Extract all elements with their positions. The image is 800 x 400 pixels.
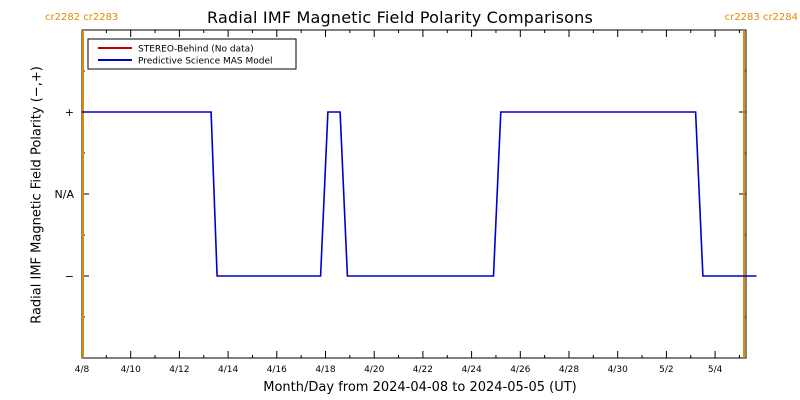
x-tick-label: 4/16 [267,365,287,375]
plot-frame [81,29,747,359]
x-tick-label: 4/14 [218,365,238,375]
x-tick-label: 5/2 [659,365,673,375]
series-line-mas-model [82,111,757,277]
carrington-rotation-label-left: cr2282 cr2283 [45,12,119,23]
x-tick-label: 4/30 [608,365,628,375]
axis-ticks: 4/8 4/10 4/12 4/14 4/16 4/18 4/20 4/22 4/24 4/26 4… [55,30,746,375]
carrington-rotation-label-right: cr2283 cr2284 [724,12,798,23]
x-tick-label: 4/24 [461,365,481,375]
x-tick-label: 4/12 [169,365,189,375]
legend: STEREO-Behind (No data) Predictive Scienc… [87,38,297,70]
series-layer [82,111,757,277]
x-tick-label: 4/22 [413,365,433,375]
x-axis-label: Month/Day from 2024-04-08 to 2024-05-05 … [263,380,577,395]
y-tick-label: − [65,270,74,283]
chart-title: Radial IMF Magnetic Field Polarity Compa… [207,8,593,27]
x-tick-label: 5/4 [708,365,723,375]
x-tick-label: 4/18 [315,365,335,375]
x-tick-label: 4/28 [559,365,579,375]
legend-box [87,38,297,70]
y-tick-label: N/A [55,188,75,201]
legend-label: STEREO-Behind (No data) [138,45,254,55]
x-tick-label: 4/20 [364,365,384,375]
carrington-markers [82,30,745,358]
legend-label: Predictive Science MAS Model [138,57,273,67]
x-tick-label: 4/10 [121,365,141,375]
y-tick-label: + [65,106,74,119]
x-tick-label: 4/8 [75,365,90,375]
x-tick-label: 4/26 [510,365,530,375]
